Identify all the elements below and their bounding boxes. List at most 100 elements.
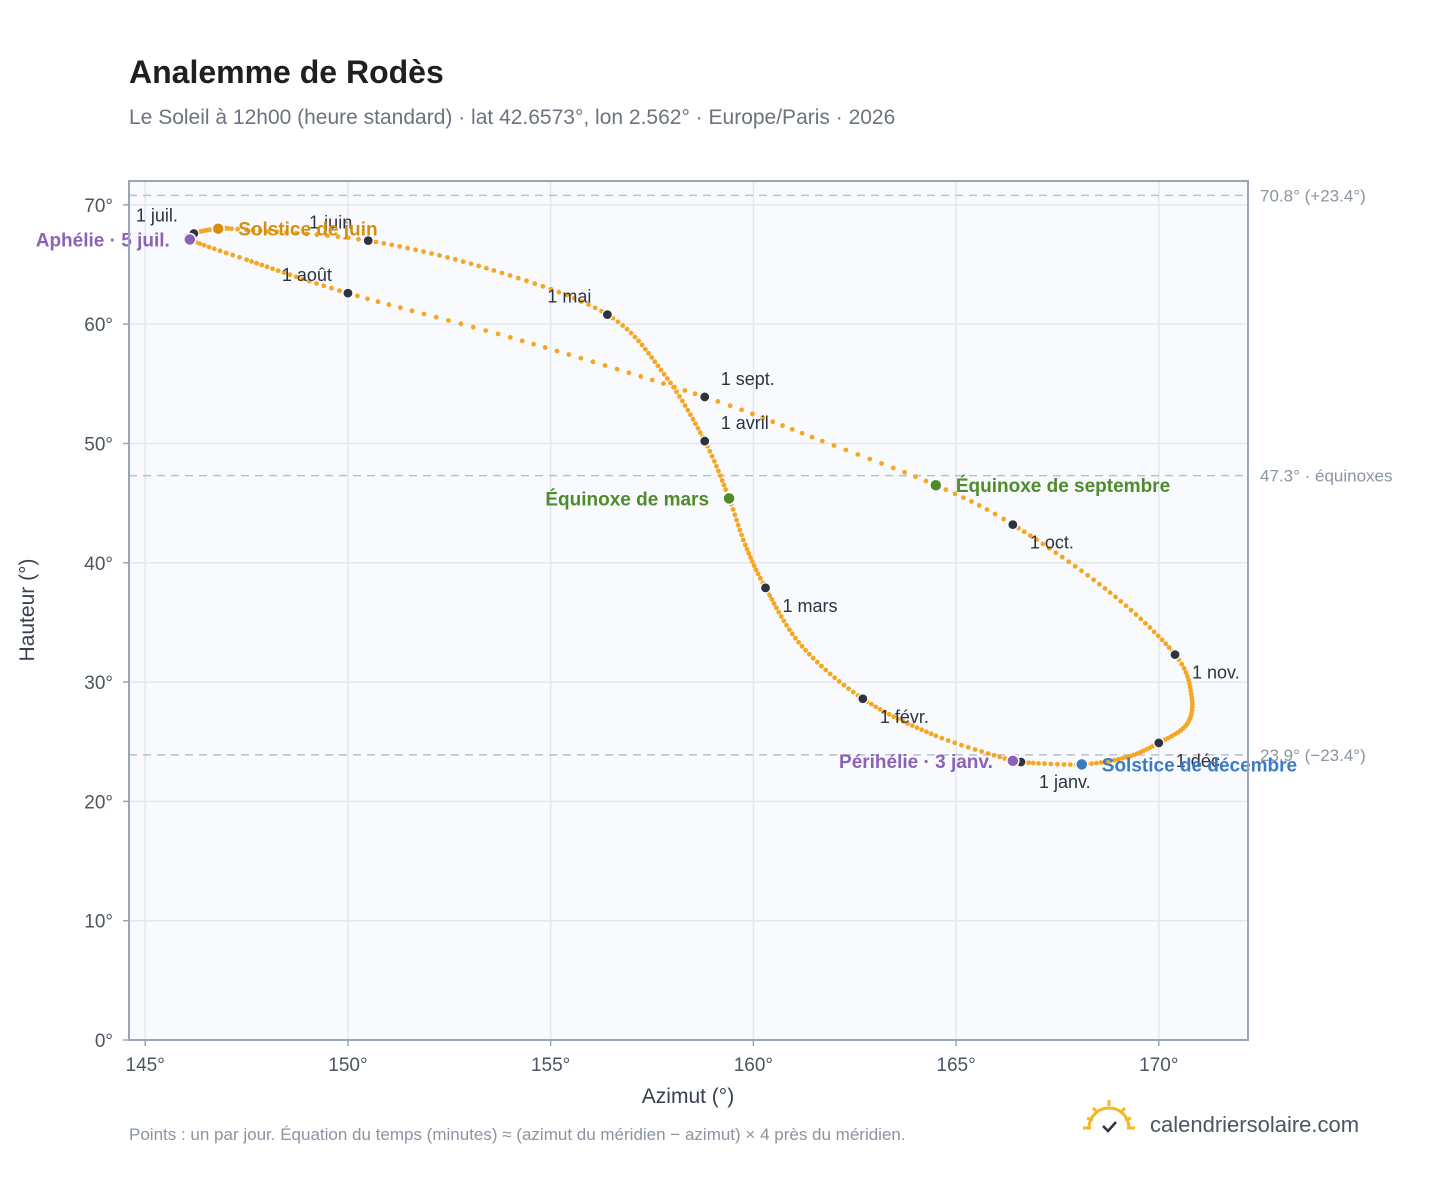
x-tick-label: 160° xyxy=(734,1055,773,1076)
month-marker-label: 1 mars xyxy=(783,596,838,616)
daily-sun-point xyxy=(668,380,673,386)
sun-logo-icon xyxy=(1083,1100,1135,1133)
daily-sun-point xyxy=(470,324,476,330)
daily-sun-point xyxy=(682,403,688,408)
daily-sun-point xyxy=(397,305,403,311)
daily-sun-point xyxy=(969,499,974,504)
daily-sun-point xyxy=(716,468,721,474)
daily-sun-point xyxy=(715,399,721,404)
daily-sun-point xyxy=(649,355,655,360)
daily-sun-point xyxy=(928,731,934,737)
daily-sun-point xyxy=(1067,762,1073,767)
month-marker-label: 1 oct. xyxy=(1030,533,1074,553)
event-marker-label: Solstice de décembre xyxy=(1102,755,1297,776)
daily-sun-point xyxy=(778,614,784,619)
daily-sun-point xyxy=(836,679,842,684)
axis-ticks: 145° 150° 155° 160° 165° 170° 0° 10° 20° 30° 40° 50… xyxy=(84,196,1178,1076)
daily-sun-point xyxy=(446,318,451,323)
daily-sun-point xyxy=(264,264,270,270)
y-tick-label: 70° xyxy=(84,196,113,217)
daily-sun-point xyxy=(460,259,466,264)
daily-sun-point xyxy=(909,723,915,729)
event-marker xyxy=(1075,757,1089,772)
daily-sun-point xyxy=(746,551,752,556)
daily-sun-point xyxy=(1042,761,1047,767)
daily-sun-point xyxy=(1111,757,1117,763)
daily-sun-point xyxy=(985,751,991,756)
event-marker xyxy=(211,221,225,236)
daily-sun-point xyxy=(230,252,236,258)
daily-sun-point xyxy=(201,242,207,248)
daily-sun-point xyxy=(409,308,415,314)
daily-sun-point xyxy=(751,563,757,569)
daily-sun-point xyxy=(855,452,861,457)
daily-sun-point xyxy=(304,231,309,237)
daily-sun-point xyxy=(381,240,387,246)
daily-sun-point xyxy=(429,251,434,256)
month-marker-label: 1 juin xyxy=(309,213,352,233)
daily-sun-point xyxy=(1183,670,1189,675)
daily-sun-point xyxy=(1181,666,1187,671)
x-tick-label: 145° xyxy=(126,1055,165,1076)
daily-sun-point xyxy=(655,363,661,369)
daily-sun-point xyxy=(952,491,958,497)
y-tick-label: 40° xyxy=(84,554,113,575)
daily-sun-point xyxy=(661,381,666,386)
month-marker xyxy=(1153,737,1165,749)
daily-sun-point xyxy=(646,350,651,356)
y-tick-label: 60° xyxy=(84,315,113,336)
daily-sun-point xyxy=(628,330,634,336)
daily-sun-point xyxy=(1159,637,1165,643)
daily-sun-point xyxy=(244,257,249,263)
daily-sun-point xyxy=(831,443,837,448)
daily-sun-point xyxy=(274,229,280,235)
chart-subtitle: Le Soleil à 12h00 (heure standard) · lat… xyxy=(129,106,895,129)
daily-sun-point xyxy=(734,517,739,523)
daily-sun-point xyxy=(566,352,572,357)
daily-sun-point xyxy=(750,411,755,417)
daily-sun-point xyxy=(717,473,723,479)
daily-sun-point xyxy=(748,555,753,560)
daily-sun-point xyxy=(197,241,203,247)
daily-sun-point xyxy=(843,447,849,453)
daily-sun-point xyxy=(773,605,779,611)
reference-line-label: 70.8° (+23.4°) xyxy=(1260,186,1366,205)
y-tick-label: 20° xyxy=(84,792,113,813)
daily-sun-point xyxy=(1127,753,1133,759)
daily-sun-point xyxy=(211,246,217,252)
daily-sun-point xyxy=(679,398,685,404)
daily-sun-point xyxy=(1133,612,1139,617)
daily-sun-point xyxy=(515,275,521,281)
daily-sun-point xyxy=(257,228,263,234)
daily-sun-point xyxy=(532,281,538,286)
daily-sun-point xyxy=(1163,641,1169,647)
daily-sun-point xyxy=(682,388,688,393)
daily-sun-point xyxy=(913,474,918,480)
month-marker-label: 1 avril xyxy=(721,413,769,433)
daily-sun-point xyxy=(740,537,746,543)
daily-sun-point xyxy=(677,393,682,399)
daily-sun-point xyxy=(1027,533,1033,539)
daily-sun-point xyxy=(961,495,966,501)
daily-sun-point xyxy=(799,430,805,436)
daily-sun-point xyxy=(626,370,632,376)
daily-sun-point xyxy=(375,299,381,305)
daily-sun-point xyxy=(819,438,825,444)
daily-sun-point xyxy=(882,709,888,715)
daily-sun-point xyxy=(524,278,529,284)
daily-sun-point xyxy=(914,725,920,731)
daily-sun-point xyxy=(373,239,379,245)
daily-sun-point xyxy=(614,366,620,372)
daily-sun-point xyxy=(674,389,679,395)
daily-sun-point xyxy=(810,655,816,661)
daily-sun-point xyxy=(638,374,644,379)
daily-sun-point xyxy=(265,228,271,234)
daily-sun-point xyxy=(877,707,883,712)
month-marker-label: 1 juil. xyxy=(136,205,178,225)
daily-sun-point xyxy=(1036,760,1041,766)
daily-sun-point xyxy=(685,407,691,413)
daily-sun-point xyxy=(664,376,670,381)
daily-sun-point xyxy=(1079,568,1084,574)
daily-sun-point xyxy=(519,338,525,344)
daily-sun-point xyxy=(658,367,664,373)
